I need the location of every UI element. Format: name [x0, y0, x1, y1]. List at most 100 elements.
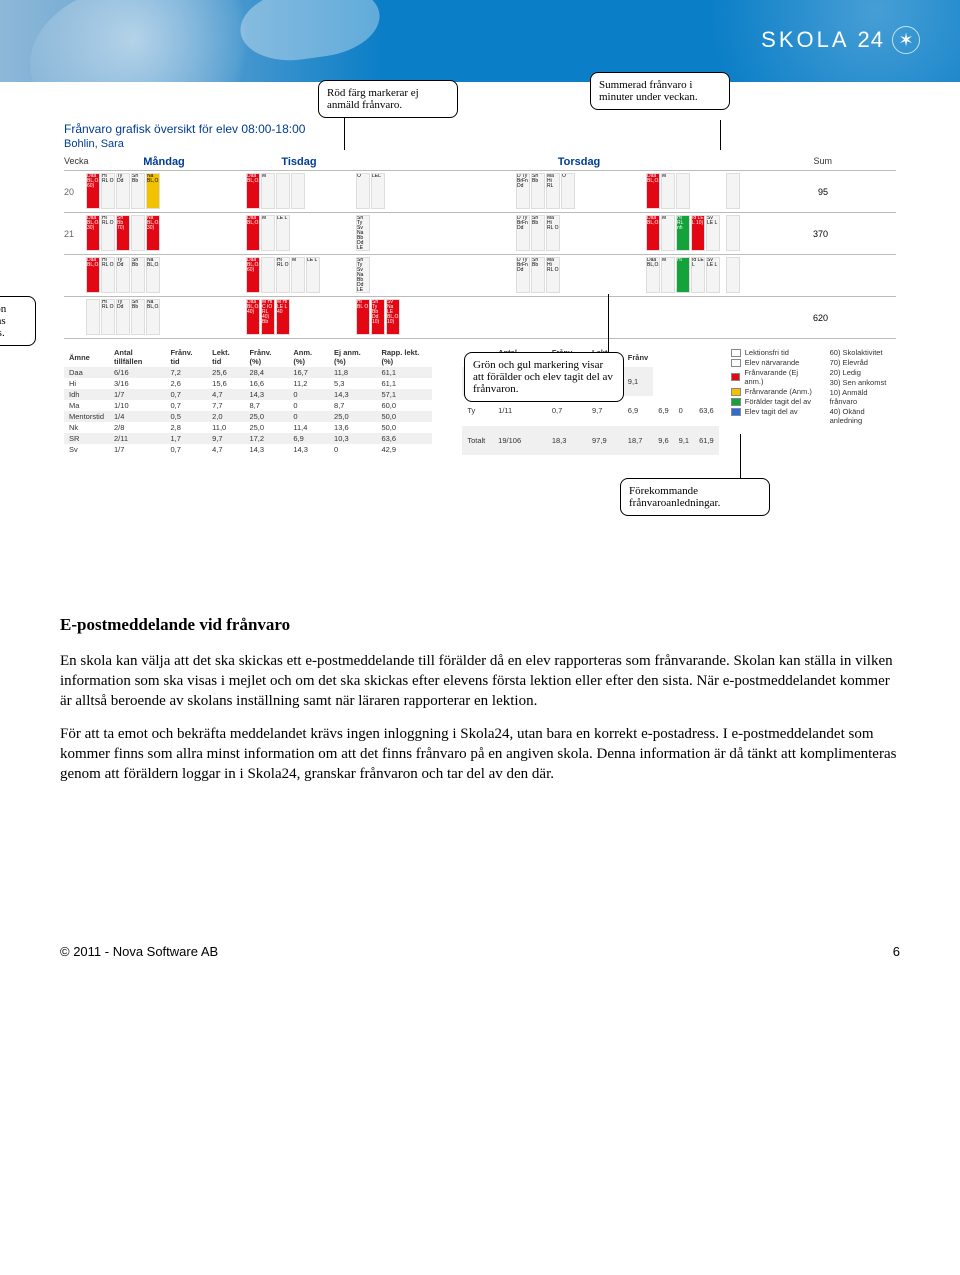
lesson-block: Ma Hi RL O	[546, 257, 560, 293]
callout-sum: Summerad frånvaro i minuter under veckan…	[590, 72, 730, 110]
lesson-block: Daa BL,O,IWI,LEL 30)	[86, 215, 100, 251]
lesson-block: LE L	[306, 257, 320, 293]
lesson-block	[276, 173, 290, 209]
lesson-block: O	[561, 173, 575, 209]
legend-item: Elev tagit del av	[731, 407, 816, 416]
lesson-block: Sh Bb	[531, 173, 545, 209]
lesson-block: Sh Bb	[131, 173, 145, 209]
stats-table-left: ÄmneAntal tillfällenFrånv. tidLekt. tidF…	[64, 347, 432, 455]
lesson-block: Na BL,O,LEL 30)	[146, 215, 160, 251]
chart-student: Bohlin, Sara	[64, 138, 896, 150]
lesson-block: Sv LE L	[706, 257, 720, 293]
lesson-block: Hi RL O	[276, 257, 290, 293]
lesson-block: Sh Bb	[531, 215, 545, 251]
lesson-block: O	[356, 173, 370, 209]
lesson-block: Hi RL O	[101, 257, 115, 293]
header-decor	[236, 0, 384, 67]
lesson-block	[726, 257, 740, 293]
lesson-block: M	[661, 173, 675, 209]
copyright: © 2011 - Nova Software AB	[60, 944, 218, 959]
brand-name: SKOLA	[761, 27, 849, 53]
legend-item: Elev närvarande	[731, 358, 816, 367]
lesson-block: Ty Dd	[116, 299, 130, 335]
sum-label: Sum	[812, 156, 832, 168]
lesson-block: M	[261, 173, 275, 209]
lesson-block: D Ty BrFn Dd	[516, 215, 530, 251]
lesson-block	[726, 173, 740, 209]
article: E-postmeddelande vid frånvaro En skola k…	[60, 614, 900, 784]
brand: SKOLA 24 ✶	[761, 26, 920, 54]
lesson-block: Daa BL,O,IWI,LEL	[246, 173, 260, 209]
legend-code: 70) Elevråd	[830, 358, 896, 367]
lesson-block: Ma Hi RL	[546, 173, 560, 209]
lesson-block: Daa BL,O,IWI,LEL	[646, 257, 660, 293]
lesson-block: Hi RL O	[101, 299, 115, 335]
lesson-block: Ty Dd	[116, 257, 130, 293]
lesson-block: Id LE L	[691, 257, 705, 293]
week-rows: 20Daa BL,O,IWI,LEL 60)Hi RL OTy DdSh BbN…	[64, 171, 896, 339]
lesson-block: Sv LE L	[706, 215, 720, 251]
lesson-block: M	[661, 257, 675, 293]
lesson-block: Sh Ty Sv Na Bb Dd LE BL,O,LEL	[356, 257, 370, 293]
legend-codes: 60) Skolaktivitet70) Elevråd20) Ledig30)…	[830, 347, 896, 455]
table-row: Nk2/82,811,025,011,413,650,0	[64, 422, 432, 433]
lesson-block: Daa BL,O,IWI,LEL 60)	[246, 257, 260, 293]
absence-chart: Frånvaro grafisk översikt för elev 08:00…	[60, 114, 900, 554]
chart-title: Frånvaro grafisk översikt för elev 08:00…	[64, 122, 896, 136]
lesson-block: Sh Bb	[131, 257, 145, 293]
lesson-block: LE L	[276, 215, 290, 251]
lesson-block: Daa BL,O,IWI,LEL	[646, 173, 660, 209]
page-number: 6	[893, 944, 900, 959]
lesson-block: Ma Hi RL O	[546, 215, 560, 251]
day-fri	[644, 156, 724, 168]
table-row: Ma1/100,77,78,708,760,0	[64, 400, 432, 411]
day-tue: Tisdag	[244, 156, 354, 168]
lesson-block	[86, 299, 100, 335]
lesson-block: D Ty BrFn Dd	[516, 257, 530, 293]
article-p2: För att ta emot och bekräfta meddelandet…	[60, 724, 900, 785]
callout-red: Röd färg markerar ej anmäld frånvaro.	[318, 80, 458, 118]
table-row: Sv1/70,74,714,314,3042,9	[64, 444, 432, 455]
lesson-block: Hi RL O	[101, 215, 115, 251]
lesson-block: Daa BL,O,IWI,LEL	[646, 215, 660, 251]
legend-code: 30) Sen ankomst	[830, 378, 896, 387]
chart-day-header: Vecka Måndag Tisdag Torsdag Sum	[64, 156, 896, 171]
callout-green: Grön och gul markering visar att förälde…	[464, 352, 624, 402]
callout-line	[608, 294, 609, 352]
lesson-block: Hi RL O	[101, 173, 115, 209]
lesson-block: Daa BL,O,IWI,LEL 40)	[246, 299, 260, 335]
lesson-block: Sv Na LE BL,O,LEL 10)	[386, 299, 400, 335]
callout-line	[344, 114, 345, 150]
legend-code: 10) Anmäld frånvaro	[830, 388, 896, 406]
day-thu: Torsdag	[514, 156, 644, 168]
lesson-block: LEL	[371, 173, 385, 209]
legend-item: Lektionsfri tid	[731, 348, 816, 357]
lesson-block: Na BL,O,LEL	[146, 173, 160, 209]
day-extra	[724, 156, 812, 168]
lesson-block: Id LE L 10)	[691, 215, 705, 251]
callout-line	[740, 434, 741, 478]
lesson-block: D Ty BrFn Dd	[516, 173, 530, 209]
lesson-block: Na BL,O,LEL	[146, 257, 160, 293]
lesson-block: Sh Ty Bb Dd 10)	[371, 299, 385, 335]
table-row: Hi3/162,615,616,611,25,361,1	[64, 378, 432, 389]
table-row: Daa6/167,225,628,416,711,861,1	[64, 367, 432, 378]
table-row: Totalt19/10618,397,918,79,69,161,9	[462, 426, 718, 455]
day-wed	[354, 156, 514, 168]
callout-line	[720, 120, 721, 150]
legend-swatches: Lektionsfri tidElev närvarandeFrånvarand…	[731, 347, 816, 455]
lesson-block: Sh Ty Sv Na Bb Dd LE BL,O,LEL	[356, 215, 370, 251]
lesson-block: M	[661, 215, 675, 251]
lesson-block: Ty Dd	[116, 173, 130, 209]
week-row: Hi RL OTy DdSh BbNa BL,O,LELDaa BL,O,IWI…	[64, 297, 896, 339]
vecka-label: Vecka	[64, 156, 84, 168]
lesson-block: Daa BL,O,IWI,LEL	[246, 215, 260, 251]
lesson-block: Daa BL,O,IWI,LEL 60)	[86, 173, 100, 209]
header-banner: SKOLA 24 ✶	[0, 0, 960, 84]
lesson-block: Sh Bb 70)	[116, 215, 130, 251]
day-mon: Måndag	[84, 156, 244, 168]
star-icon: ✶	[892, 26, 920, 54]
article-heading: E-postmeddelande vid frånvaro	[60, 614, 900, 637]
legend-item: Förälder tagit del av	[731, 397, 816, 406]
week-row: 21Daa BL,O,IWI,LEL 30)Hi RL OSh Bb 70)Na…	[64, 213, 896, 255]
